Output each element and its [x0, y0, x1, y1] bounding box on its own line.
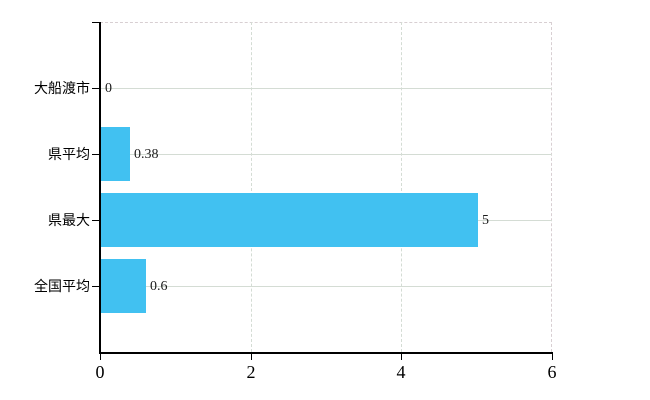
- x-tick: [251, 354, 252, 360]
- y-axis-line: [99, 22, 101, 354]
- plot-area: [100, 22, 552, 352]
- category-label: 県最大: [48, 212, 90, 228]
- h-gridline: [101, 286, 552, 287]
- v-gridline: [251, 22, 252, 352]
- category-label: 全国平均: [34, 278, 90, 294]
- value-label: 0.6: [150, 279, 168, 294]
- bar: [101, 127, 130, 181]
- value-label: 0.38: [134, 147, 159, 162]
- y-tick: [92, 286, 99, 287]
- y-tick: [92, 88, 99, 89]
- x-tick-label: 6: [547, 362, 557, 382]
- x-tick: [552, 354, 553, 360]
- y-tick: [92, 220, 99, 221]
- bar: [101, 193, 478, 247]
- h-gridline: [101, 88, 552, 89]
- bar: [101, 259, 146, 313]
- x-tick: [401, 354, 402, 360]
- category-label: 大船渡市: [34, 80, 90, 96]
- x-tick: [100, 354, 101, 360]
- y-tick: [92, 22, 99, 23]
- x-tick-label: 4: [396, 362, 406, 382]
- value-label: 5: [482, 213, 489, 228]
- x-tick-label: 0: [95, 362, 105, 382]
- value-label: 0: [105, 81, 112, 96]
- h-gridline: [101, 154, 552, 155]
- x-axis-line: [99, 352, 553, 354]
- x-tick-label: 2: [246, 362, 256, 382]
- y-tick: [92, 154, 99, 155]
- v-gridline: [401, 22, 402, 352]
- category-label: 県平均: [48, 146, 90, 162]
